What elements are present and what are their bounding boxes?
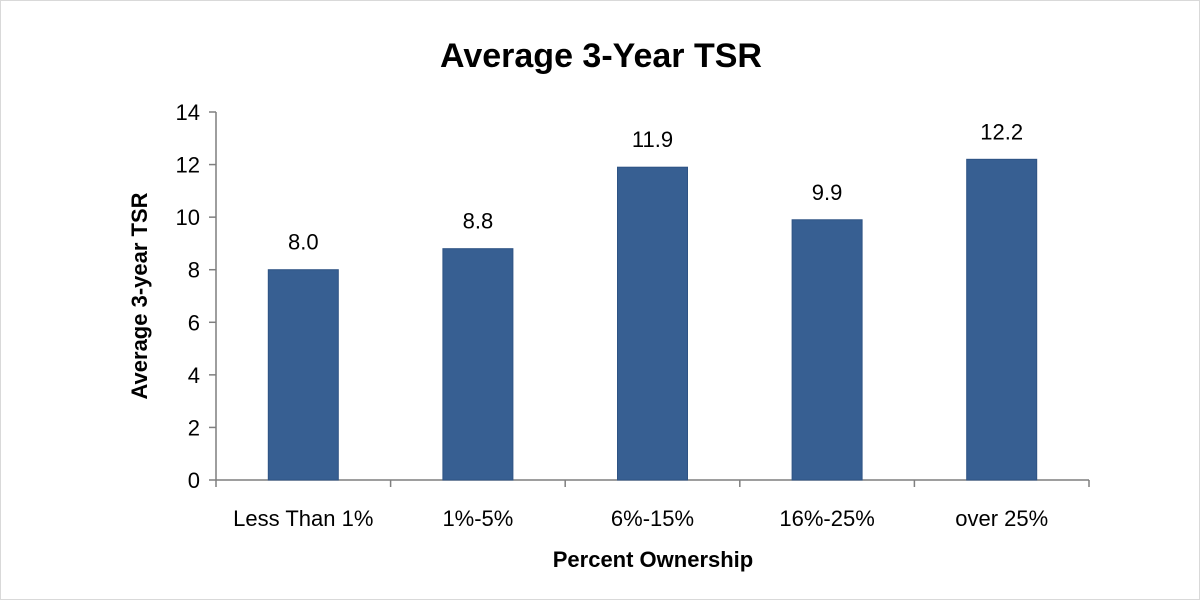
y-axis — [209, 111, 217, 481]
x-tick-label: Less Than 1% — [233, 506, 373, 531]
data-label: 8.0 — [288, 230, 319, 255]
y-tick-label: 0 — [188, 468, 200, 493]
bar-3 — [617, 166, 688, 481]
y-tick-labels-group: 0 2 4 6 8 10 12 14 — [176, 100, 200, 493]
data-label: 8.8 — [463, 209, 494, 234]
bars-group — [267, 158, 1038, 481]
x-tick-label: over 25% — [955, 506, 1048, 531]
bar-1 — [267, 269, 339, 481]
y-tick-label: 8 — [188, 258, 200, 283]
bar-2 — [442, 248, 514, 481]
x-tick-label: 16%-25% — [779, 506, 874, 531]
x-tick-label: 6%-15% — [611, 506, 694, 531]
x-axis-title: Percent Ownership — [553, 547, 754, 572]
x-tick-labels-group: Less Than 1% 1%-5% 6%-15% 16%-25% over 25% — [233, 506, 1048, 531]
data-label: 9.9 — [812, 180, 843, 205]
y-axis-title: Average 3-year TSR — [127, 192, 152, 399]
chart-title: Average 3-Year TSR — [440, 37, 762, 75]
y-tick-label: 6 — [188, 310, 200, 335]
y-tick-label: 14 — [176, 100, 200, 125]
x-axis — [215, 479, 1090, 487]
data-label: 12.2 — [980, 119, 1023, 144]
bar-5 — [966, 158, 1038, 481]
x-tick-label: 1%-5% — [442, 506, 513, 531]
y-tick-label: 10 — [176, 205, 200, 230]
data-label: 11.9 — [632, 127, 673, 152]
data-labels-group: 8.0 8.8 11.9 9.9 12.2 — [288, 119, 1023, 254]
bar-4 — [791, 219, 863, 481]
y-tick-label: 4 — [188, 363, 200, 388]
y-tick-label: 12 — [176, 153, 200, 178]
y-tick-label: 2 — [188, 415, 200, 440]
